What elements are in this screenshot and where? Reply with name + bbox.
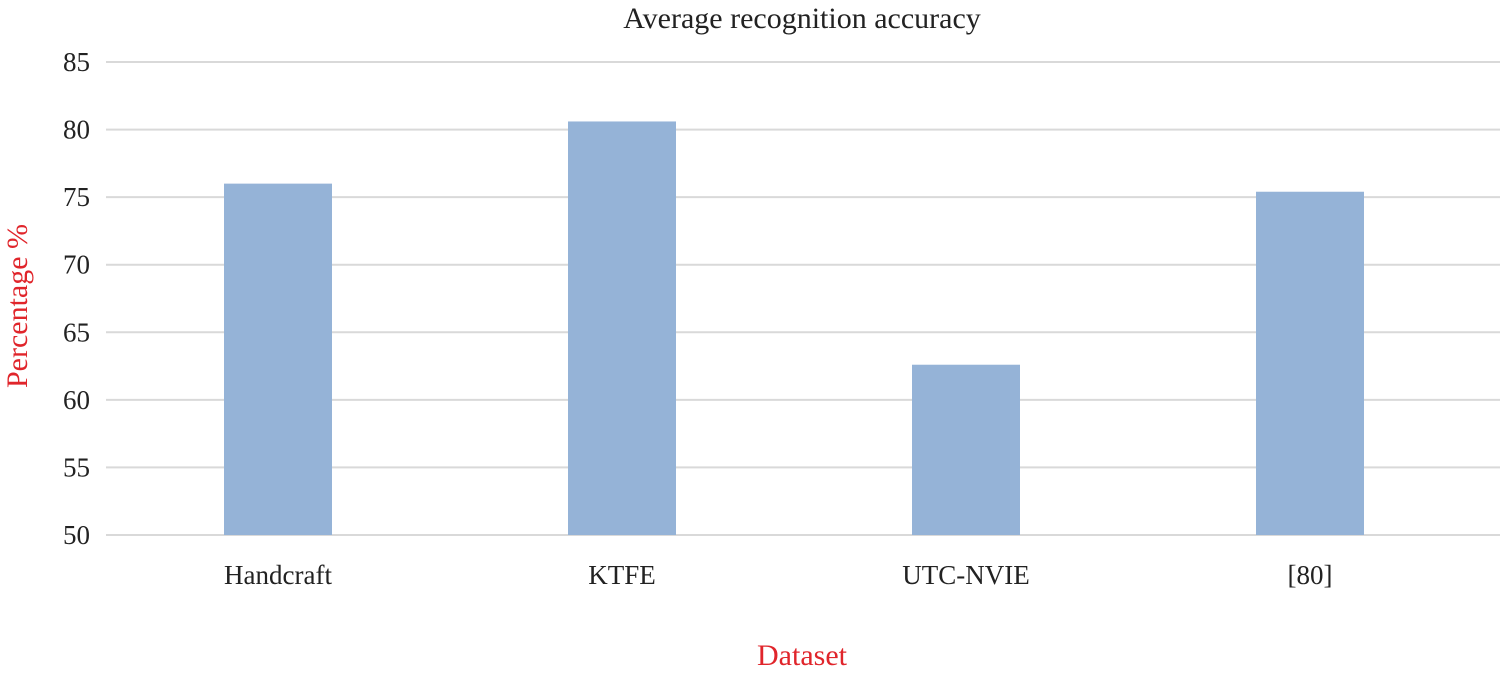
gridlines [106, 61, 1500, 536]
chart-title: Average recognition accuracy [623, 2, 981, 35]
y-tick-label: 50 [63, 520, 90, 550]
x-tick-label: UTC-NVIE [902, 560, 1029, 590]
y-tick-label: 70 [63, 250, 90, 280]
y-tick-labels: 50 55 60 65 70 75 80 85 [63, 47, 90, 550]
bars [224, 121, 1364, 536]
y-tick-label: 85 [63, 47, 90, 77]
y-tick-label: 55 [63, 452, 90, 482]
bar-utc-nvie [912, 364, 1020, 535]
bar-handcraft [224, 183, 332, 535]
bar-ktfe [568, 121, 676, 535]
y-axis-title: Percentage % [1, 224, 34, 388]
x-tick-labels: Handcraft KTFE UTC-NVIE [80] [224, 560, 1332, 590]
y-tick-label: 60 [63, 385, 90, 415]
bar-80 [1256, 191, 1364, 536]
x-tick-label: [80] [1288, 560, 1333, 590]
x-tick-label: Handcraft [224, 560, 332, 590]
x-tick-label: KTFE [588, 560, 656, 590]
x-axis-title: Dataset [757, 639, 848, 672]
y-tick-label: 65 [63, 317, 90, 347]
y-tick-label: 80 [63, 115, 90, 145]
y-tick-label: 75 [63, 182, 90, 212]
